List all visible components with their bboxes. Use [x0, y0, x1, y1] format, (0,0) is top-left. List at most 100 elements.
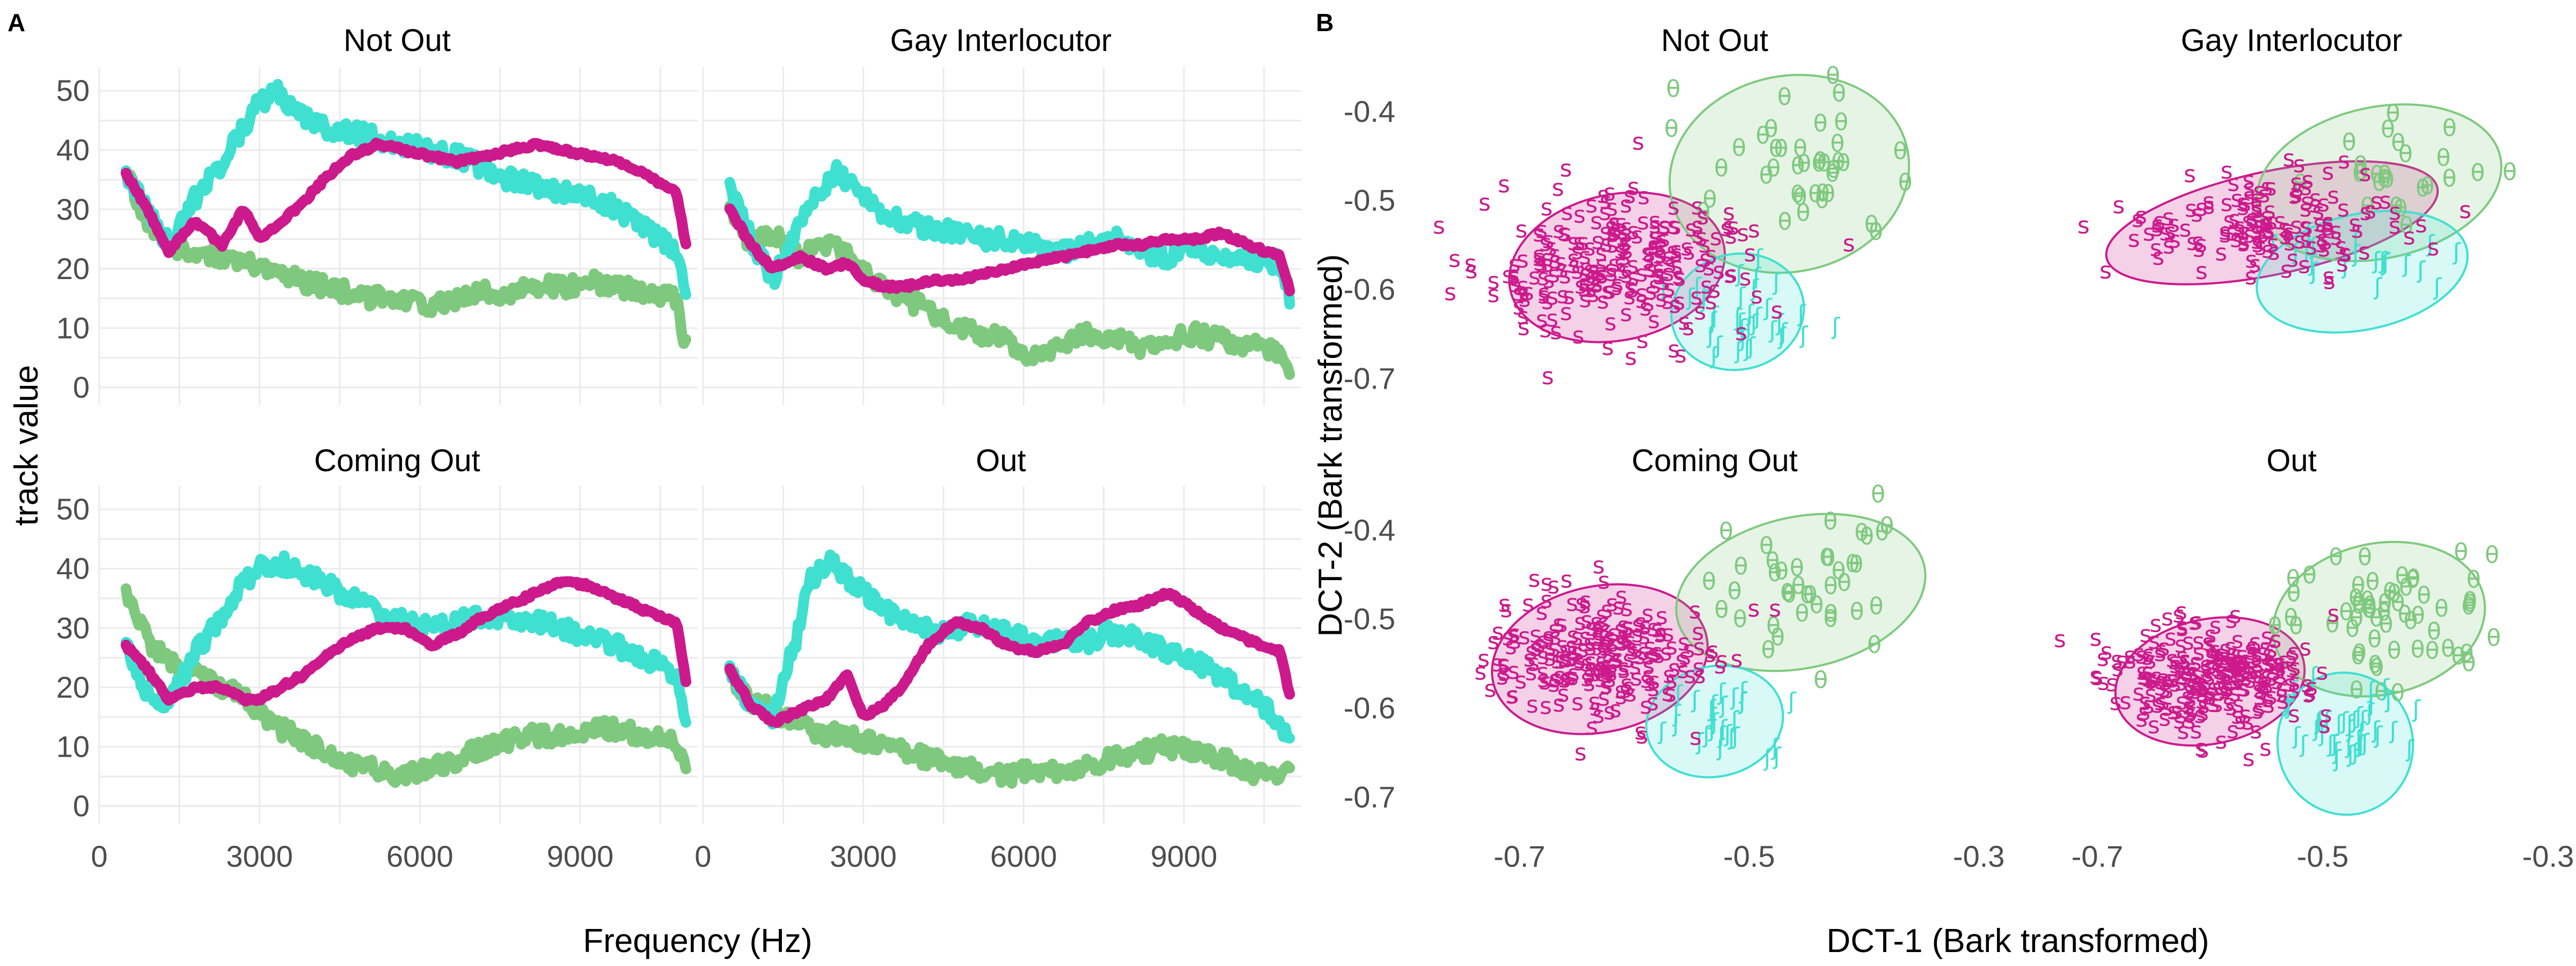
- point-glyph: s: [1571, 258, 1583, 285]
- point-glyph: s: [2145, 667, 2157, 694]
- point-glyph: s: [1677, 657, 1689, 684]
- point-glyph: s: [2204, 621, 2216, 648]
- point-glyph: s: [1490, 650, 1503, 677]
- y-tick-label: 10: [56, 729, 90, 763]
- point-glyph: θ: [1791, 573, 1806, 600]
- point-glyph: θ: [2286, 580, 2301, 607]
- point-glyph: s: [2321, 210, 2333, 238]
- point-glyph: s: [1590, 634, 1602, 661]
- point-glyph: ʃ: [2346, 715, 2355, 743]
- point-glyph: s: [2198, 692, 2210, 719]
- point-glyph: s: [2106, 670, 2118, 697]
- point-glyph: s: [2155, 636, 2167, 664]
- point-glyph: θ: [2293, 170, 2308, 197]
- y-tick-label: -0.6: [1344, 691, 1396, 724]
- point-glyph: s: [1584, 267, 1597, 295]
- point-glyph: s: [1604, 309, 1616, 336]
- confidence-ellipse: [2272, 540, 2486, 698]
- point-glyph: s: [2116, 647, 2128, 675]
- point-glyph: s: [2111, 647, 2123, 674]
- point-glyph: s: [1542, 625, 1554, 653]
- point-glyph: θ: [1869, 218, 1883, 246]
- point-glyph: θ: [1766, 155, 1781, 182]
- point-glyph: s: [1546, 283, 1558, 310]
- point-glyph: s: [1725, 261, 1737, 288]
- point-glyph: ʃ: [1700, 282, 1709, 309]
- point-glyph: s: [1649, 212, 1661, 239]
- point-glyph: θ: [1860, 523, 1874, 551]
- point-glyph: s: [1635, 280, 1648, 308]
- point-glyph: θ: [1815, 187, 1829, 214]
- point-glyph: s: [2274, 654, 2286, 681]
- point-glyph: s: [1560, 664, 1572, 692]
- point-glyph: ʃ: [2285, 692, 2294, 720]
- point-glyph: s: [1725, 222, 1737, 250]
- point-glyph: s: [1600, 187, 1612, 215]
- point-glyph: s: [2236, 675, 2249, 702]
- point-glyph: s: [1579, 243, 1591, 270]
- point-glyph: s: [2235, 661, 2248, 688]
- point-glyph: s: [2216, 657, 2228, 685]
- point-glyph: s: [2316, 658, 2328, 686]
- point-glyph: s: [2245, 246, 2257, 274]
- point-glyph: s: [1574, 609, 1586, 636]
- point-glyph: ʃ: [2323, 706, 2332, 734]
- point-glyph: θ: [1826, 62, 1840, 90]
- point-glyph: s: [2175, 598, 2187, 625]
- point-glyph: s: [1595, 239, 1607, 267]
- point-glyph: s: [2211, 691, 2223, 718]
- point-glyph: θ: [2325, 611, 2340, 638]
- point-glyph: s: [2156, 665, 2169, 692]
- point-glyph: s: [2189, 677, 2201, 705]
- point-glyph: s: [2227, 170, 2240, 197]
- point-glyph: s: [2139, 688, 2151, 715]
- point-glyph: ʃ: [1708, 715, 1717, 743]
- point-glyph: s: [2179, 647, 2191, 675]
- point-glyph: θ: [2289, 613, 2303, 640]
- point-glyph: θ: [1832, 80, 1846, 107]
- point-glyph: s: [1620, 300, 1632, 327]
- y-tick-label: 50: [56, 492, 90, 526]
- point-glyph: θ: [2368, 652, 2382, 679]
- point-glyph: θ: [1702, 568, 1716, 596]
- point-glyph: s: [1655, 241, 1667, 269]
- y-tick-label: -0.5: [1344, 184, 1396, 217]
- point-glyph: s: [1623, 628, 1636, 655]
- point-glyph: s: [1597, 181, 1609, 209]
- point-glyph: θ: [1759, 532, 1774, 560]
- point-glyph: s: [2364, 197, 2376, 224]
- point-glyph: s: [1599, 199, 1611, 226]
- point-glyph: s: [2246, 638, 2258, 665]
- point-glyph: s: [1604, 277, 1616, 304]
- point-glyph: s: [1632, 128, 1644, 156]
- point-glyph: ʃ: [2366, 699, 2375, 726]
- point-glyph: s: [2128, 225, 2140, 253]
- point-glyph: s: [1517, 246, 1529, 274]
- point-glyph: s: [1602, 626, 1614, 653]
- point-glyph: s: [1600, 672, 1613, 700]
- x-tick-label: -0.3: [1953, 839, 2005, 873]
- point-glyph: s: [1692, 654, 1704, 682]
- point-glyph: s: [2184, 700, 2196, 728]
- point-glyph: s: [1579, 624, 1592, 651]
- point-glyph: s: [2157, 634, 2170, 661]
- point-glyph: θ: [2389, 193, 2404, 221]
- point-glyph: s: [1508, 620, 1520, 647]
- point-glyph: s: [2212, 674, 2224, 701]
- point-glyph: θ: [1823, 508, 1838, 536]
- x-tick-label: 9000: [1151, 839, 1218, 873]
- point-glyph: s: [2213, 679, 2226, 706]
- point-glyph: s: [1560, 155, 1572, 182]
- point-glyph: s: [2219, 677, 2231, 705]
- point-glyph: ʃ: [2367, 677, 2376, 704]
- point-glyph: s: [1616, 218, 1628, 245]
- point-glyph: s: [2137, 663, 2149, 691]
- point-glyph: s: [1700, 272, 1713, 299]
- point-glyph: s: [1601, 277, 1614, 305]
- point-glyph: ʃ: [1773, 269, 1782, 296]
- point-glyph: ʃ: [1752, 263, 1761, 290]
- point-glyph: θ: [2399, 213, 2413, 240]
- point-glyph: s: [2221, 675, 2234, 702]
- point-glyph: s: [2233, 216, 2245, 244]
